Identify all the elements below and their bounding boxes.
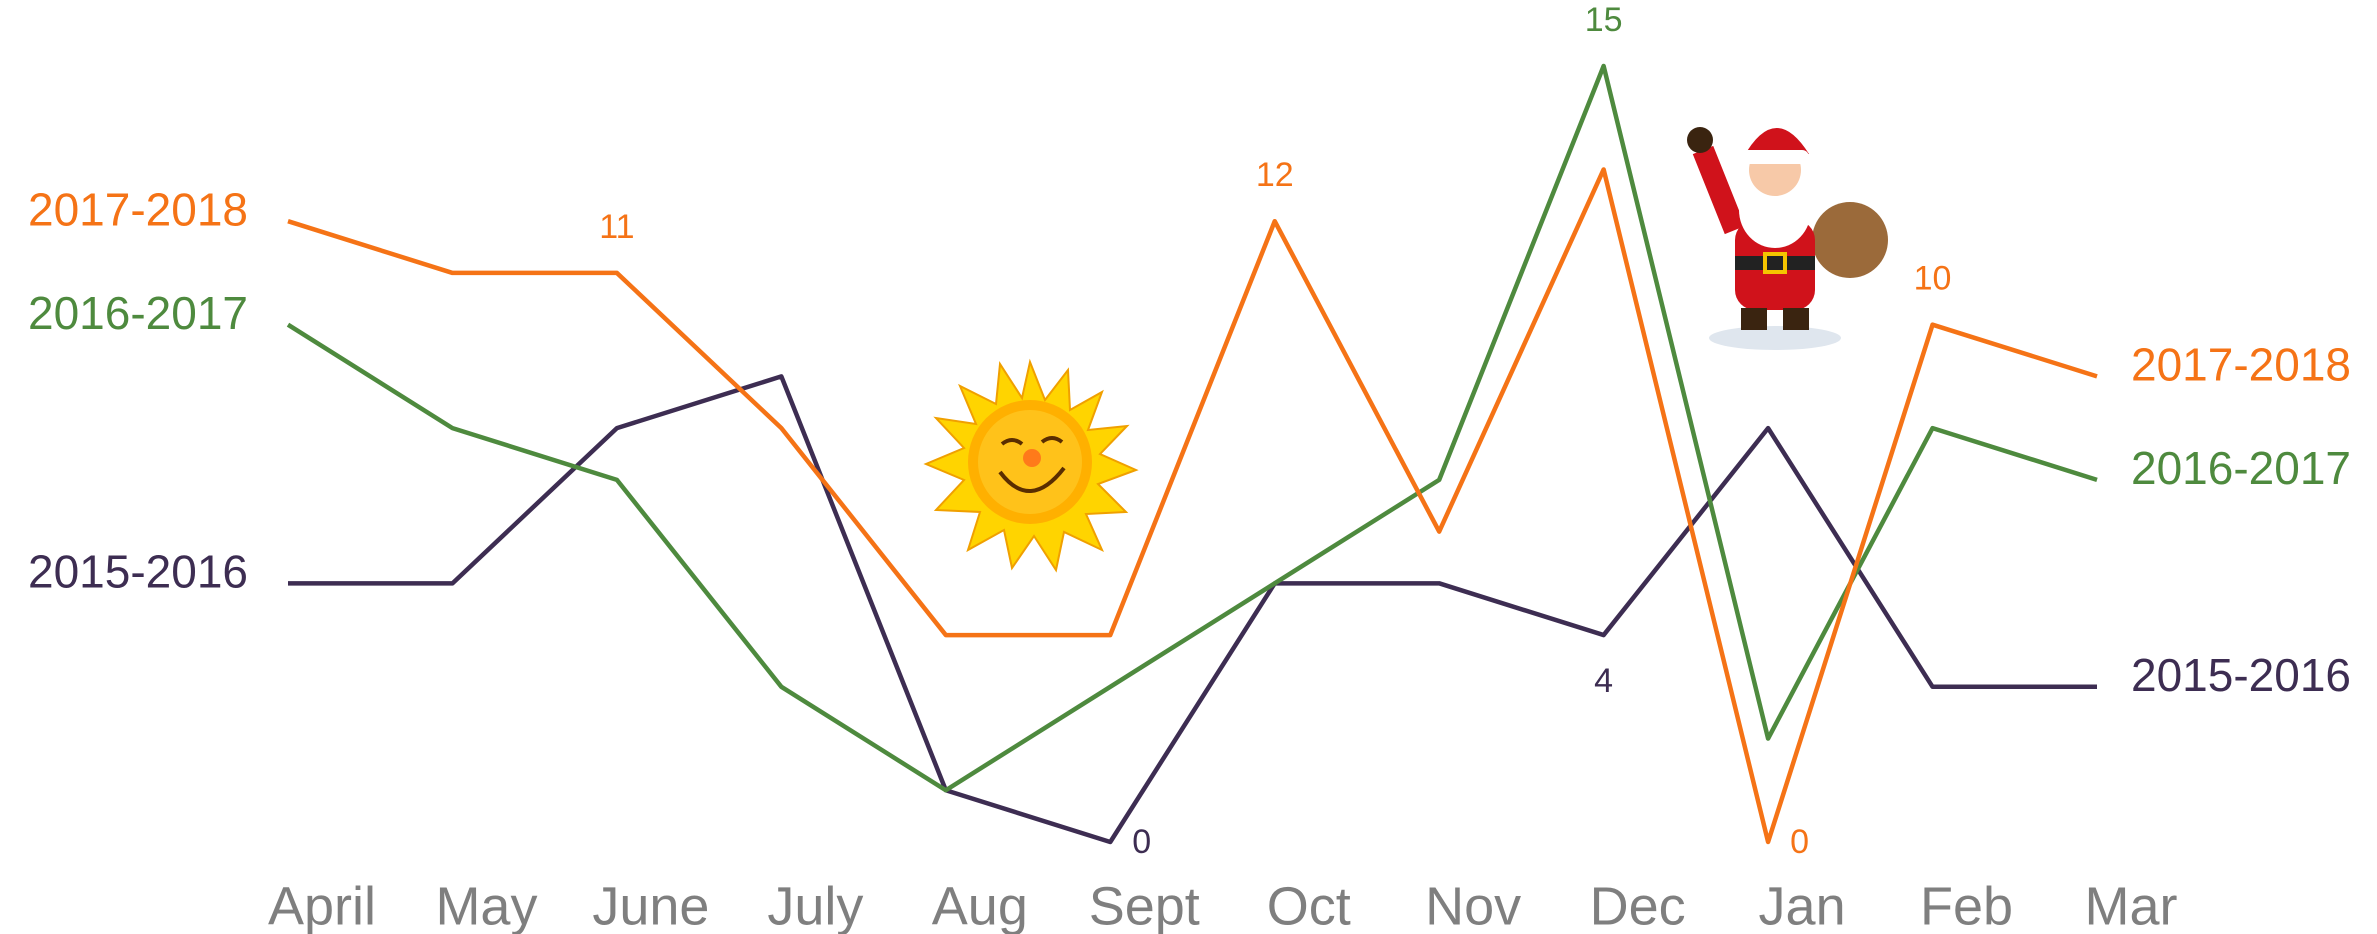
data-label: 11 [599,208,634,246]
series-line [287,167,2098,845]
x-tick-label: Sept [1089,876,1200,934]
data-label: 15 [1585,1,1623,39]
sun-decoration [923,358,1139,573]
x-tick-label: Nov [1425,876,1521,934]
series-label-right: 2016-2017 [2131,442,2351,494]
x-tick-label: May [435,876,537,934]
series-label-right: 2015-2016 [2131,649,2351,701]
data-label: 4 [1594,662,1613,700]
series-line [288,374,2097,845]
x-tick-label: April [268,876,376,934]
data-label: 0 [1132,823,1151,861]
series-label-right: 2017-2018 [2131,339,2351,391]
data-label: 12 [1256,156,1294,194]
santa-decoration [1687,127,1888,350]
x-tick-label: Dec [1590,876,1686,934]
data-label: 10 [1914,260,1952,298]
series-label-left: 2015-2016 [28,545,248,597]
x-tick-label: Mar [2085,876,2178,934]
x-tick-label: June [592,876,709,934]
series-label-left: 2016-2017 [28,287,248,339]
x-tick-label: Feb [1920,876,2013,934]
series-line [286,63,2098,793]
x-tick-label: Jan [1759,876,1846,934]
x-tick-label: July [767,876,863,934]
x-tick-label: Oct [1267,876,1351,934]
x-tick-label: Aug [932,876,1028,934]
data-label: 0 [1790,823,1809,861]
series-label-left: 2017-2018 [28,183,248,235]
